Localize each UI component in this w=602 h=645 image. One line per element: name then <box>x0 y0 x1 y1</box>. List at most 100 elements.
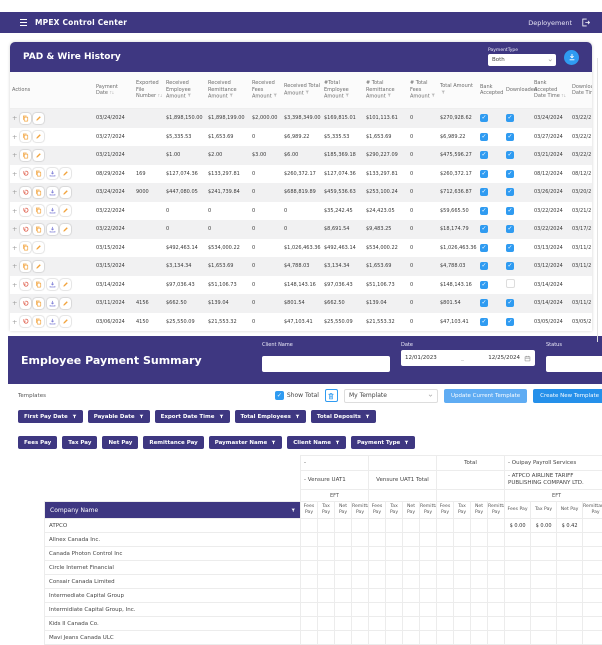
status-input[interactable] <box>546 356 602 372</box>
bank-accepted-checkbox[interactable]: ✓ <box>480 262 488 270</box>
pad-col-received-employee-amount[interactable]: Received Employee Amount <box>164 72 206 109</box>
bank-accepted-checkbox[interactable]: ✓ <box>480 133 488 141</box>
undo-button[interactable] <box>20 298 31 309</box>
group-ouipay-header[interactable]: - Ouipay Payroll Services <box>505 456 602 471</box>
expand-row-icon[interactable]: + <box>12 133 17 141</box>
bank-accepted-checkbox[interactable]: ✓ <box>480 318 488 326</box>
date-range-input[interactable]: 12/01/2023 _ 12/25/2024 <box>401 350 535 366</box>
menu-icon[interactable] <box>20 19 27 26</box>
download-button[interactable] <box>47 279 58 290</box>
copy-button[interactable] <box>20 131 31 142</box>
undo-button[interactable] <box>20 279 31 290</box>
copy-button[interactable] <box>33 279 44 290</box>
delete-template-button[interactable] <box>325 389 338 402</box>
edit-button[interactable] <box>60 316 71 327</box>
chip-client-name[interactable]: Client Name <box>287 436 346 449</box>
downloaded-checkbox[interactable]: ✓ <box>506 188 514 196</box>
download-button[interactable] <box>47 298 58 309</box>
expand-row-icon[interactable]: + <box>12 207 17 215</box>
bank-accepted-checkbox[interactable]: ✓ <box>480 151 488 159</box>
edit-button[interactable] <box>33 113 44 124</box>
pad-col-payment-date[interactable]: Payment Date↑↓ <box>94 72 134 109</box>
expand-row-icon[interactable]: + <box>12 244 17 252</box>
expand-row-icon[interactable]: + <box>12 225 17 233</box>
pad-col-exported-file-number[interactable]: Exported File Number↑↓ <box>134 72 164 109</box>
downloaded-checkbox[interactable]: ✓ <box>506 262 514 270</box>
pad-col-total-employee-amount[interactable]: #Total Employee Amount <box>322 72 364 109</box>
copy-button[interactable] <box>20 113 31 124</box>
expand-row-icon[interactable]: + <box>12 151 17 159</box>
date-from[interactable]: 12/01/2023 <box>405 355 437 361</box>
undo-button[interactable] <box>20 205 31 216</box>
bank-accepted-checkbox[interactable]: ✓ <box>480 114 488 122</box>
undo-button[interactable] <box>20 224 31 235</box>
expand-row-icon[interactable]: + <box>12 188 17 196</box>
download-button[interactable] <box>47 224 58 235</box>
download-button[interactable] <box>47 187 58 198</box>
downloaded-checkbox[interactable]: ✓ <box>506 225 514 233</box>
group-vensure-uat1-header[interactable]: - Vensure UAT1 <box>301 471 369 490</box>
chip-net-pay[interactable]: Net Pay <box>102 436 138 449</box>
chip-tax-pay[interactable]: Tax Pay <box>62 436 97 449</box>
bank-accepted-checkbox[interactable]: ✓ <box>480 281 488 289</box>
group-collapse-vensure[interactable]: - <box>301 456 369 471</box>
create-template-button[interactable]: Create New Template <box>533 389 602 403</box>
downloaded-checkbox[interactable]: ✓ <box>506 133 514 141</box>
pad-col-total-amount[interactable]: Total Amount <box>438 72 478 109</box>
copy-button[interactable] <box>33 205 44 216</box>
edit-button[interactable] <box>60 205 71 216</box>
pad-col-download-date-time[interactable]: Download Date Time↑↓ <box>570 72 592 109</box>
pad-col-downloaded[interactable]: Downloaded <box>504 72 532 109</box>
download-button[interactable] <box>47 316 58 327</box>
edit-button[interactable] <box>60 224 71 235</box>
downloaded-checkbox[interactable]: ✓ <box>506 318 514 326</box>
pad-col-bank-accepted-date-time[interactable]: Bank Accepted Date Time↑↓ <box>532 72 570 109</box>
show-total-checkbox[interactable]: ✓ <box>275 391 284 400</box>
edit-button[interactable] <box>33 242 44 253</box>
downloaded-checkbox[interactable]: ✓ <box>506 151 514 159</box>
copy-button[interactable] <box>33 316 44 327</box>
edit-button[interactable] <box>60 279 71 290</box>
chip-remittance-pay[interactable]: Remittance Pay <box>143 436 203 449</box>
edit-button[interactable] <box>60 298 71 309</box>
payment-type-select[interactable]: Both <box>488 54 556 66</box>
downloaded-checkbox[interactable]: ✓ <box>506 299 514 307</box>
downloaded-checkbox[interactable]: ✓ <box>506 114 514 122</box>
chip-fees-pay[interactable]: Fees Pay <box>18 436 57 449</box>
pad-col-bank-accepted[interactable]: Bank Accepted <box>478 72 504 109</box>
company-name-header[interactable]: Company Name <box>45 502 301 519</box>
downloaded-checkbox[interactable]: ✓ <box>506 207 514 215</box>
chip-paymaster-name[interactable]: Paymaster Name <box>209 436 283 449</box>
client-name-input[interactable] <box>262 356 390 372</box>
downloaded-checkbox[interactable]: ✓ <box>506 244 514 252</box>
pad-col-total-fees-amount[interactable]: # Total Fees Amount <box>408 72 438 109</box>
chip-export-date-time[interactable]: Export Date Time <box>155 410 230 423</box>
downloaded-checkbox[interactable] <box>506 279 515 288</box>
undo-button[interactable] <box>20 316 31 327</box>
undo-button[interactable] <box>20 187 31 198</box>
chip-first-pay-date[interactable]: First Pay Date <box>18 410 83 423</box>
expand-row-icon[interactable]: + <box>12 299 17 307</box>
chip-payable-date[interactable]: Payable Date <box>88 410 150 423</box>
edit-button[interactable] <box>33 150 44 161</box>
download-button[interactable] <box>47 205 58 216</box>
bank-accepted-checkbox[interactable]: ✓ <box>480 207 488 215</box>
pad-col-total-remittance-amount[interactable]: # Total Remittance Amount <box>364 72 408 109</box>
bank-accepted-checkbox[interactable]: ✓ <box>480 188 488 196</box>
chip-total-employees[interactable]: Total Employees <box>235 410 306 423</box>
filter-funnel-icon[interactable] <box>291 508 296 513</box>
bank-accepted-checkbox[interactable]: ✓ <box>480 225 488 233</box>
show-total-toggle[interactable]: ✓ Show Total <box>275 391 319 400</box>
expand-row-icon[interactable]: + <box>12 281 17 289</box>
edit-button[interactable] <box>60 187 71 198</box>
copy-button[interactable] <box>33 187 44 198</box>
bank-accepted-checkbox[interactable]: ✓ <box>480 299 488 307</box>
bank-accepted-checkbox[interactable]: ✓ <box>480 244 488 252</box>
edit-button[interactable] <box>60 168 71 179</box>
download-button[interactable] <box>47 168 58 179</box>
pad-col-received-remittance-amount[interactable]: Received Remittance Amount <box>206 72 250 109</box>
template-select[interactable]: My Template <box>344 389 438 403</box>
expand-row-icon[interactable]: + <box>12 170 17 178</box>
pad-col-received-fees-amount[interactable]: Received Fees Amount <box>250 72 282 109</box>
download-report-button[interactable] <box>564 50 579 65</box>
